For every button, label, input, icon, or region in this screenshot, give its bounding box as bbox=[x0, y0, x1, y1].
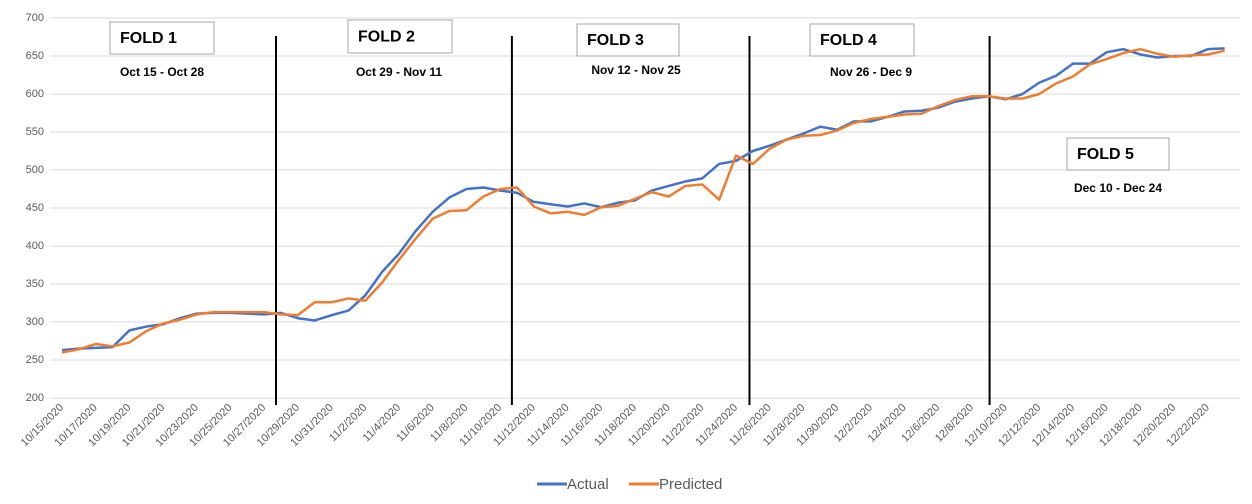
legend-label: Actual bbox=[567, 476, 609, 493]
fold-range: Dec 10 - Dec 24 bbox=[1074, 181, 1162, 195]
fold-title: FOLD 3 bbox=[587, 32, 644, 49]
fold-title: FOLD 1 bbox=[120, 30, 177, 47]
fold-box bbox=[809, 23, 915, 57]
y-tick-label: 550 bbox=[26, 126, 44, 138]
y-tick-label: 400 bbox=[26, 240, 44, 252]
fold-box bbox=[347, 19, 453, 54]
fold-range: Nov 12 - Nov 25 bbox=[591, 63, 681, 77]
fold-box bbox=[1066, 137, 1170, 171]
y-tick-label: 500 bbox=[26, 164, 44, 176]
y-tick-label: 300 bbox=[26, 316, 44, 328]
y-tick-label: 200 bbox=[26, 392, 44, 404]
fold-title: FOLD 2 bbox=[358, 29, 415, 46]
fold-range: Oct 15 - Oct 28 bbox=[120, 65, 204, 79]
y-tick-label: 650 bbox=[26, 50, 44, 62]
y-tick-label: 250 bbox=[26, 354, 44, 366]
fold-title: FOLD 4 bbox=[820, 32, 877, 49]
fold-box bbox=[109, 21, 215, 55]
y-tick-label: 700 bbox=[26, 12, 44, 24]
y-tick-label: 450 bbox=[26, 202, 44, 214]
fold-range: Oct 29 - Nov 11 bbox=[356, 65, 442, 79]
y-tick-label: 600 bbox=[26, 88, 44, 100]
series-line bbox=[61, 47, 1225, 354]
fold-title: FOLD 5 bbox=[1077, 146, 1134, 163]
fold-box bbox=[576, 23, 680, 57]
fold-range: Nov 26 - Dec 9 bbox=[830, 65, 912, 79]
y-tick-label: 350 bbox=[26, 278, 44, 290]
legend-label: Predicted bbox=[659, 476, 722, 493]
